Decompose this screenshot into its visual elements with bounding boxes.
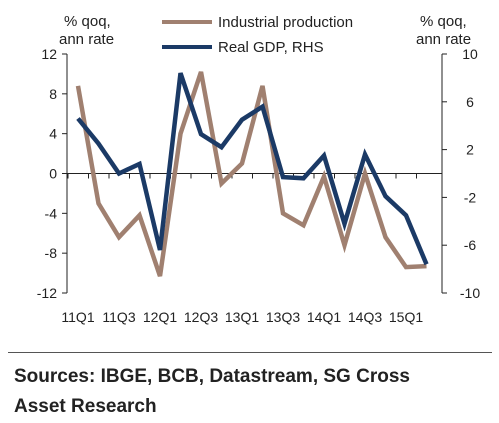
left-tick-label: -12 <box>37 285 57 301</box>
x-tick-label: 11Q1 <box>61 309 94 325</box>
x-tick-label: 13Q1 <box>225 309 259 325</box>
x-tick-label: 14Q3 <box>348 309 382 325</box>
right-tick-label: 6 <box>466 94 474 110</box>
right-tick-label: -10 <box>460 285 480 301</box>
left-tick-label: 4 <box>49 126 57 142</box>
x-tick-label: 15Q1 <box>389 309 423 325</box>
x-tick-label: 12Q1 <box>143 309 177 325</box>
source-line-1: Sources: IBGE, BCB, Datastream, SG Cross <box>14 366 410 387</box>
series-line-real-gdp <box>76 72 429 266</box>
x-tick-label: 14Q1 <box>307 309 341 325</box>
left-tick-label: 12 <box>41 46 57 62</box>
legend: Industrial production Real GDP, RHS <box>162 14 353 56</box>
x-tick-label: 13Q3 <box>266 309 300 325</box>
svg-text:ann rate: ann rate <box>416 31 471 48</box>
right-tick-label: 10 <box>462 46 478 62</box>
plot-lines <box>75 71 429 277</box>
right-tick-label: -6 <box>464 237 477 253</box>
chart: % qoq, ann rate % qoq, ann rate Industri… <box>37 13 481 325</box>
legend-label-industrial-production: Industrial production <box>218 14 353 31</box>
source-line-2: Asset Research <box>14 396 157 417</box>
svg-text:ann rate: ann rate <box>59 31 114 48</box>
left-tick-label: -8 <box>45 245 58 261</box>
legend-label-real-gdp: Real GDP, RHS <box>218 39 324 56</box>
series-line-industrial-production <box>75 71 427 277</box>
left-tick-label: 0 <box>49 166 57 182</box>
divider <box>8 352 492 353</box>
left-tick-label: -4 <box>45 205 58 221</box>
left-axis-unit-label: % qoq, ann rate <box>59 13 114 48</box>
svg-text:% qoq,: % qoq, <box>64 13 111 30</box>
svg-text:% qoq,: % qoq, <box>420 13 467 30</box>
x-tick-label: 12Q3 <box>184 309 218 325</box>
right-tick-label: -2 <box>464 189 477 205</box>
source-note: Sources: IBGE, BCB, Datastream, SG Cross… <box>14 362 494 422</box>
right-tick-label: 2 <box>466 142 474 158</box>
axes: 12 8 4 0 -4 -8 -12 10 6 2 -2 -6 -10 11Q1 11Q3 12Q1 12Q3 1… <box>37 46 481 325</box>
left-tick-label: 8 <box>49 86 57 102</box>
x-tick-label: 11Q3 <box>102 309 135 325</box>
right-axis-unit-label: % qoq, ann rate <box>416 13 471 48</box>
